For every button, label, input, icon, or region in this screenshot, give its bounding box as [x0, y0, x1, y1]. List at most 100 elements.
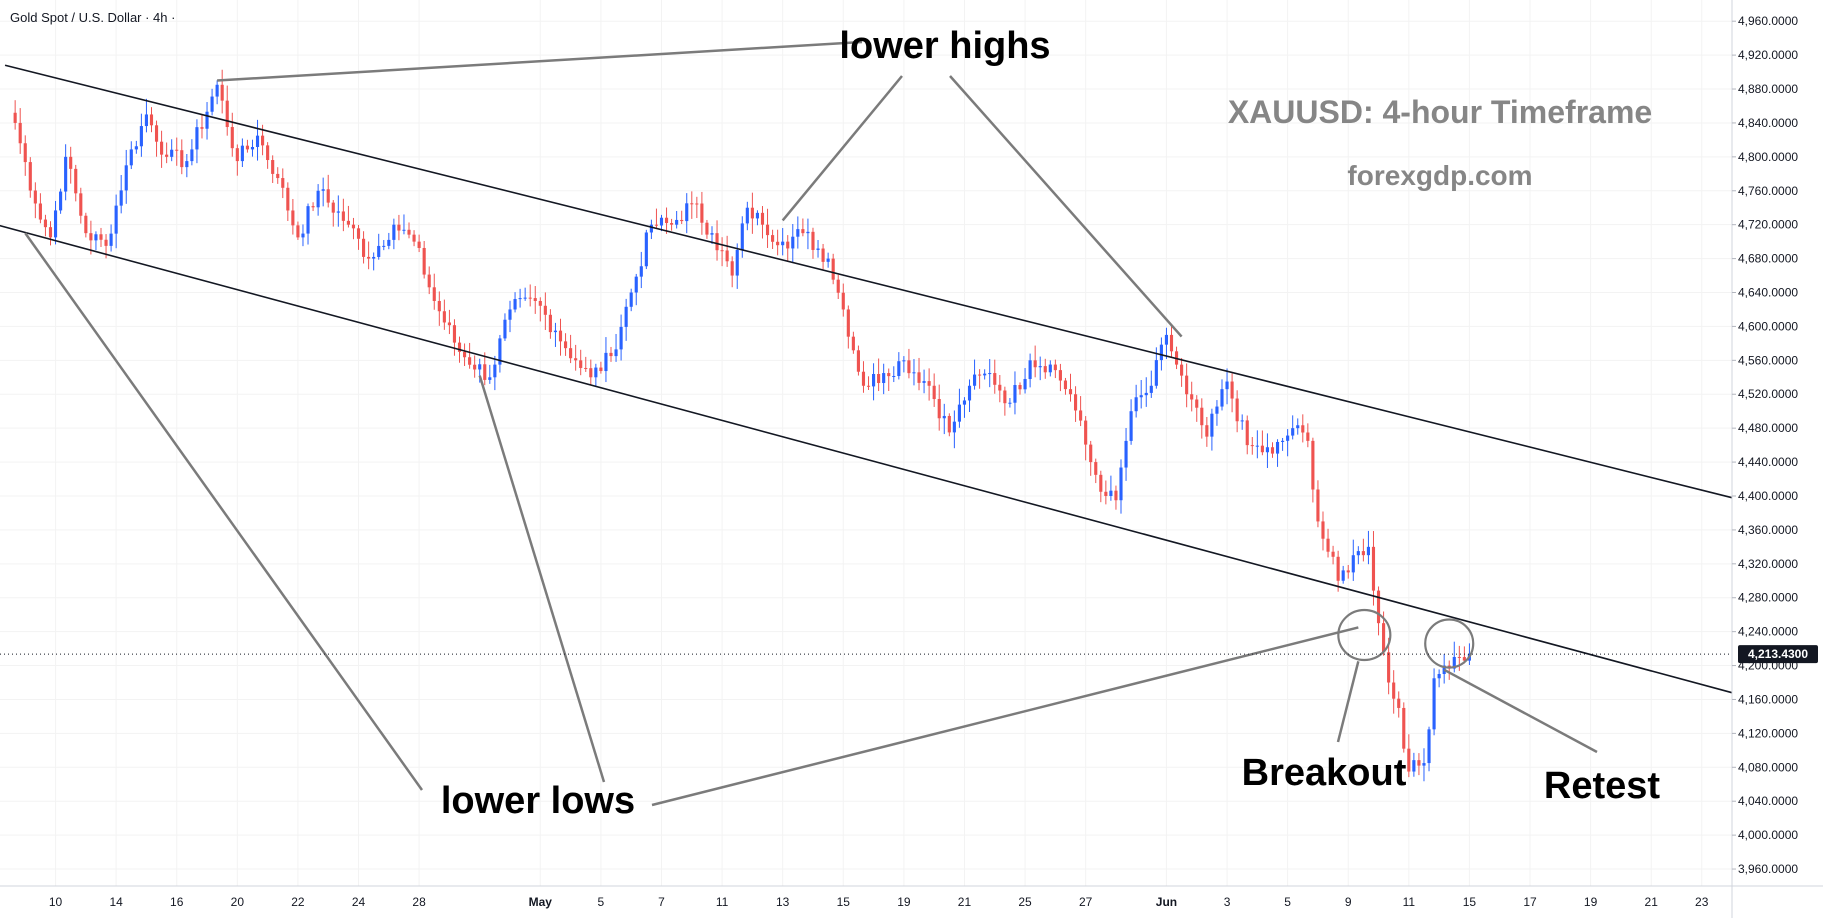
y-tick-label: 4,440.0000 — [1738, 455, 1798, 469]
candle-bearish — [432, 287, 436, 301]
candles-layer — [13, 69, 1471, 782]
candle-bullish — [523, 297, 527, 299]
y-tick-label: 4,160.0000 — [1738, 692, 1798, 706]
x-tick-label: 21 — [1645, 895, 1659, 909]
lower-highs-pointer — [949, 75, 1183, 338]
candle-bullish — [1129, 411, 1133, 441]
candle-bearish — [998, 384, 1002, 391]
candle-bearish — [1200, 407, 1204, 426]
candle-bearish — [311, 206, 315, 208]
candle-bearish — [407, 229, 411, 235]
candle-bullish — [1159, 344, 1163, 361]
lower-highs-pointer — [217, 40, 863, 82]
candle-bearish — [771, 235, 775, 242]
candle-bearish — [599, 367, 603, 372]
candle-bearish — [1003, 390, 1007, 404]
symbol-title: Gold Spot / U.S. Dollar · 4h · — [10, 10, 175, 25]
candle-bearish — [1205, 425, 1209, 437]
candle-bullish — [755, 212, 759, 219]
candle-bullish — [892, 376, 896, 378]
x-tick-label: 11 — [716, 895, 729, 909]
candle-bearish — [1462, 657, 1466, 661]
candle-bearish — [1063, 380, 1068, 390]
candle-bearish — [760, 212, 765, 225]
candle-bullish — [1366, 546, 1370, 556]
candle-bearish — [528, 297, 532, 299]
candle-bearish — [664, 217, 669, 224]
x-tick-label: 23 — [1695, 895, 1709, 909]
candle-bullish — [498, 338, 502, 365]
candle-bearish — [907, 360, 911, 374]
y-tick-label: 4,680.0000 — [1738, 252, 1798, 266]
candle-bullish — [594, 367, 598, 378]
y-tick-label: 4,560.0000 — [1738, 353, 1798, 367]
candle-bearish — [887, 373, 891, 377]
candle-bearish — [442, 311, 446, 323]
candle-bearish — [917, 372, 921, 383]
candle-bullish — [781, 241, 785, 246]
candle-bearish — [235, 148, 239, 162]
candle-bearish — [43, 219, 48, 228]
candle-bearish — [84, 215, 88, 234]
candle-bearish — [276, 173, 280, 179]
candle-bearish — [1407, 748, 1411, 772]
candle-bearish — [1316, 489, 1320, 522]
candle-bearish — [1018, 385, 1022, 390]
candle-bearish — [452, 325, 457, 343]
candle-bearish — [851, 336, 855, 351]
candle-bullish — [1210, 413, 1214, 437]
candle-bearish — [286, 187, 290, 211]
candle-bearish — [38, 203, 42, 220]
candle-bullish — [649, 224, 653, 233]
candle-bullish — [488, 377, 492, 380]
candle-bullish — [745, 207, 749, 224]
retest-circle — [1424, 618, 1475, 669]
candle-bearish — [427, 274, 431, 288]
candle-bullish — [1265, 447, 1270, 453]
candle-bearish — [1043, 366, 1047, 373]
candle-bearish — [563, 341, 568, 349]
lower-lows-pointer — [24, 232, 424, 791]
current-price-label: 4,213.4300 — [1748, 647, 1808, 661]
candle-bullish — [988, 373, 992, 375]
candle-bearish — [356, 228, 361, 239]
lower-highs-pointer — [781, 75, 903, 222]
candle-bearish — [457, 342, 462, 352]
candle-bullish — [604, 352, 608, 372]
candle-bearish — [720, 250, 724, 252]
candle-bullish — [478, 364, 482, 370]
candle-bearish — [695, 203, 699, 205]
candle-bearish — [422, 247, 426, 275]
candle-bearish — [705, 222, 709, 235]
candle-bearish — [1033, 360, 1037, 368]
candle-bullish — [316, 190, 320, 208]
candle-bearish — [1104, 491, 1108, 496]
candle-bearish — [462, 351, 467, 358]
candle-bearish — [786, 241, 790, 249]
candle-bearish — [1326, 538, 1330, 552]
candle-bearish — [362, 238, 366, 257]
candle-bearish — [841, 292, 845, 310]
y-tick-label: 4,960.0000 — [1738, 14, 1798, 28]
candle-bullish — [1023, 378, 1027, 390]
candle-bullish — [629, 292, 633, 307]
candle-bearish — [700, 203, 704, 223]
candle-bearish — [1094, 462, 1098, 475]
x-tick-label: 21 — [958, 895, 972, 909]
candle-bearish — [846, 309, 850, 337]
candle-bullish — [250, 147, 255, 150]
candle-bullish — [685, 203, 689, 222]
candle-bullish — [973, 374, 977, 386]
candle-bearish — [1089, 444, 1093, 463]
candle-bearish — [765, 224, 770, 236]
candle-bearish — [367, 256, 371, 259]
candle-bullish — [1412, 760, 1416, 772]
y-tick-label: 4,880.0000 — [1738, 82, 1798, 96]
lower-lows-pointer — [651, 626, 1359, 807]
candle-bullish — [1291, 428, 1295, 436]
candle-bearish — [750, 207, 754, 219]
candle-bearish — [468, 357, 472, 365]
candle-bearish — [1099, 474, 1103, 492]
candle-bullish — [190, 149, 194, 162]
